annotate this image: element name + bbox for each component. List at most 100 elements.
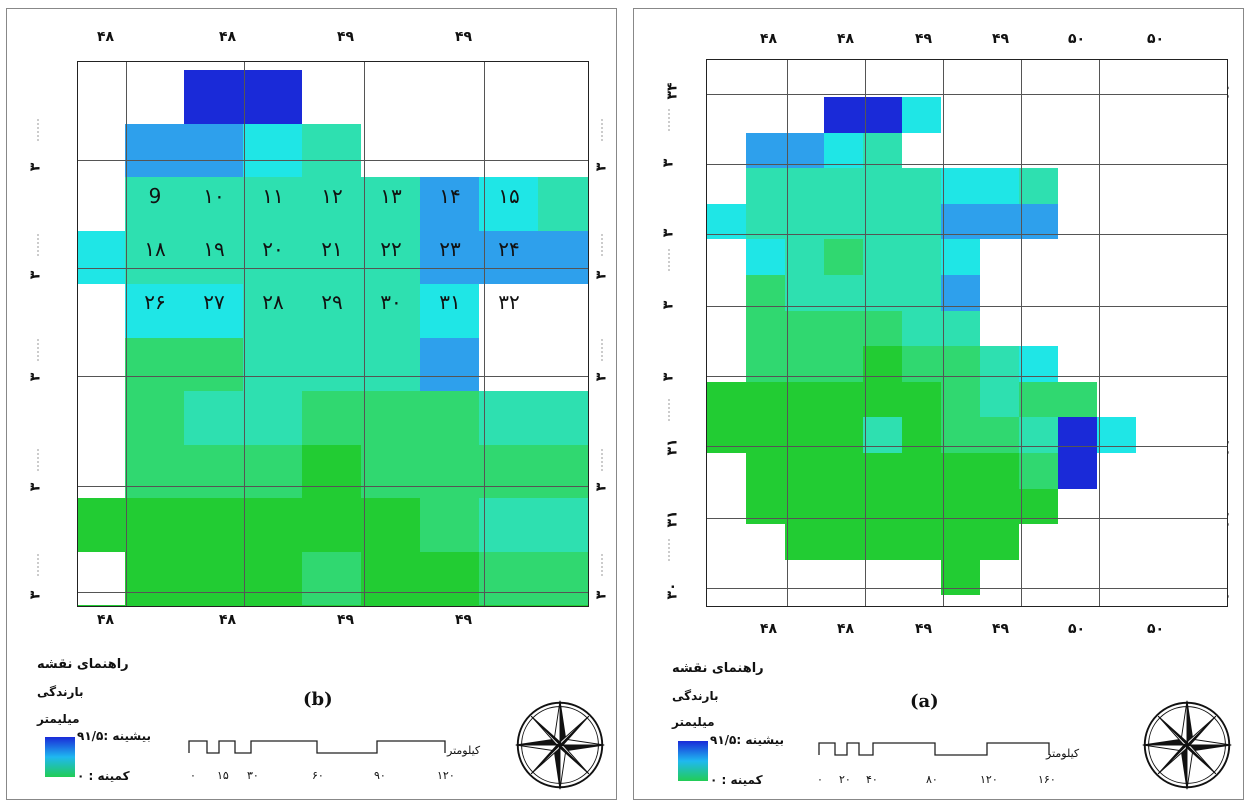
grid-cell [420,605,479,606]
grid-cell [243,551,302,605]
grid-cell [538,444,588,498]
color-ramp [678,741,708,781]
grid-cell [980,203,1019,240]
grid-cell [863,97,902,133]
panel-a: ۴۸ ۴۸ ۴۹ ۴۹ ۵۰ ۵۰ ۳۴ ۳ ۳ ۳ ۳ ۳۱ ۳۱ ۳۰ ۳۴… [633,8,1244,800]
y-tick: ۳ [27,482,44,492]
legend-variable: بارندگی [672,689,719,703]
grid-cell [863,524,902,560]
grid-cell [479,444,538,498]
grid-cell [863,381,902,418]
scale-value: ۹۰ [374,769,386,782]
grid-cell [902,524,941,560]
top-tick: ۴۸ [97,29,115,45]
grid-cell [302,230,361,284]
grid-cell [184,70,243,124]
grid-cell [78,230,125,284]
grid-cell [941,346,980,382]
grid-cell [125,551,184,605]
legend-unit: میلیمتر [672,715,715,729]
grid-cell [1019,453,1058,489]
grid-cell [78,605,125,606]
top-tick: ۴۹ [455,29,473,45]
legend-title: راهنمای نقشه [37,657,129,672]
grid-cell [1019,168,1058,204]
grid-cell [243,498,302,552]
cell-number: ۳۱ [439,290,461,314]
scale-value: ۶۰ [312,769,324,782]
grid-cell [361,230,420,284]
grid-cell [125,337,184,391]
grid-cell [420,284,479,338]
grid-cell [707,203,746,240]
grid-cell [302,284,361,338]
grid-cell [1019,417,1058,453]
grid-cell [863,132,902,169]
grid-cell [941,168,980,204]
grid-cell [184,230,243,284]
y-tick: ۳ [27,162,44,172]
scale-bar [818,742,1050,756]
grid-cell [785,453,824,489]
grid-cell [125,444,184,498]
grid-cell [863,239,902,275]
panel-label: (b) [303,689,333,710]
grid-cell [902,97,941,133]
cell-number: ۲۰ [262,237,284,261]
scale-unit: کیلومتر [447,744,481,757]
north-arrow-compass-icon [515,700,605,790]
legend-min: کمینه : ۰ [710,773,763,787]
grid-cell [420,498,479,552]
grid-cell [538,391,588,445]
legend-unit: میلیمتر [37,712,80,726]
grid-cell [302,337,361,391]
grid-cell [361,284,420,338]
grid-cell [785,346,824,382]
bottom-tick: ۴۹ [992,621,1010,637]
grid-cell [902,310,941,347]
panel-label: (a) [910,691,939,712]
bottom-tick: ۴۸ [219,612,237,628]
grid-cell [1019,381,1058,418]
top-tick: ۴۸ [219,29,237,45]
grid-cell [863,453,902,489]
grid-cell [361,551,420,605]
grid-cell [707,417,746,453]
grid-cell [746,453,785,489]
grid-cell [479,605,538,606]
grid-cell [980,524,1019,560]
bottom-tick: ۴۹ [915,621,933,637]
cell-number: ۲۶ [144,290,166,314]
y-tick: ۳ [660,372,677,382]
grid-cell [902,275,941,311]
grid-cell [902,203,941,240]
rainfall-grid-map: 9 ۱۰ ۱۱ ۱۲ ۱۳ ۱۴ ۱۵ ۱۸ ۱۹ ۲۰ ۲۱ ۲۲ ۲۳ ۲۴ ۲۶ ۲۷ ۲۸ ۲۹ ۳۰ ۳۱ ۳… [77,61,589,607]
grid-cell [902,453,941,489]
grid-cell [184,337,243,391]
grid-cell [824,310,863,347]
grid-cell [941,203,980,240]
grid-cell [746,310,785,347]
grid-cell [785,524,824,560]
grid-cell [1058,381,1097,418]
grid-cell [479,391,538,445]
color-ramp [45,737,75,777]
grid-cell [479,551,538,605]
grid-cell [941,417,980,453]
grid-cell [538,230,588,284]
grid-cell [361,444,420,498]
grid-cell [1019,346,1058,382]
top-tick: ۴۹ [915,31,933,47]
scale-value: ۰ [190,769,196,782]
grid-cell [184,284,243,338]
y-tick: ۳ [660,158,677,168]
grid-cell [420,391,479,445]
grid-cell [746,381,785,418]
y-tick: ۳ [593,482,610,492]
y-tick: ۳ [27,372,44,382]
grid-cell [824,453,863,489]
grid-cell [824,524,863,560]
grid-cell [746,168,785,204]
grid-cell [785,417,824,453]
bottom-tick: ۴۸ [97,612,115,628]
